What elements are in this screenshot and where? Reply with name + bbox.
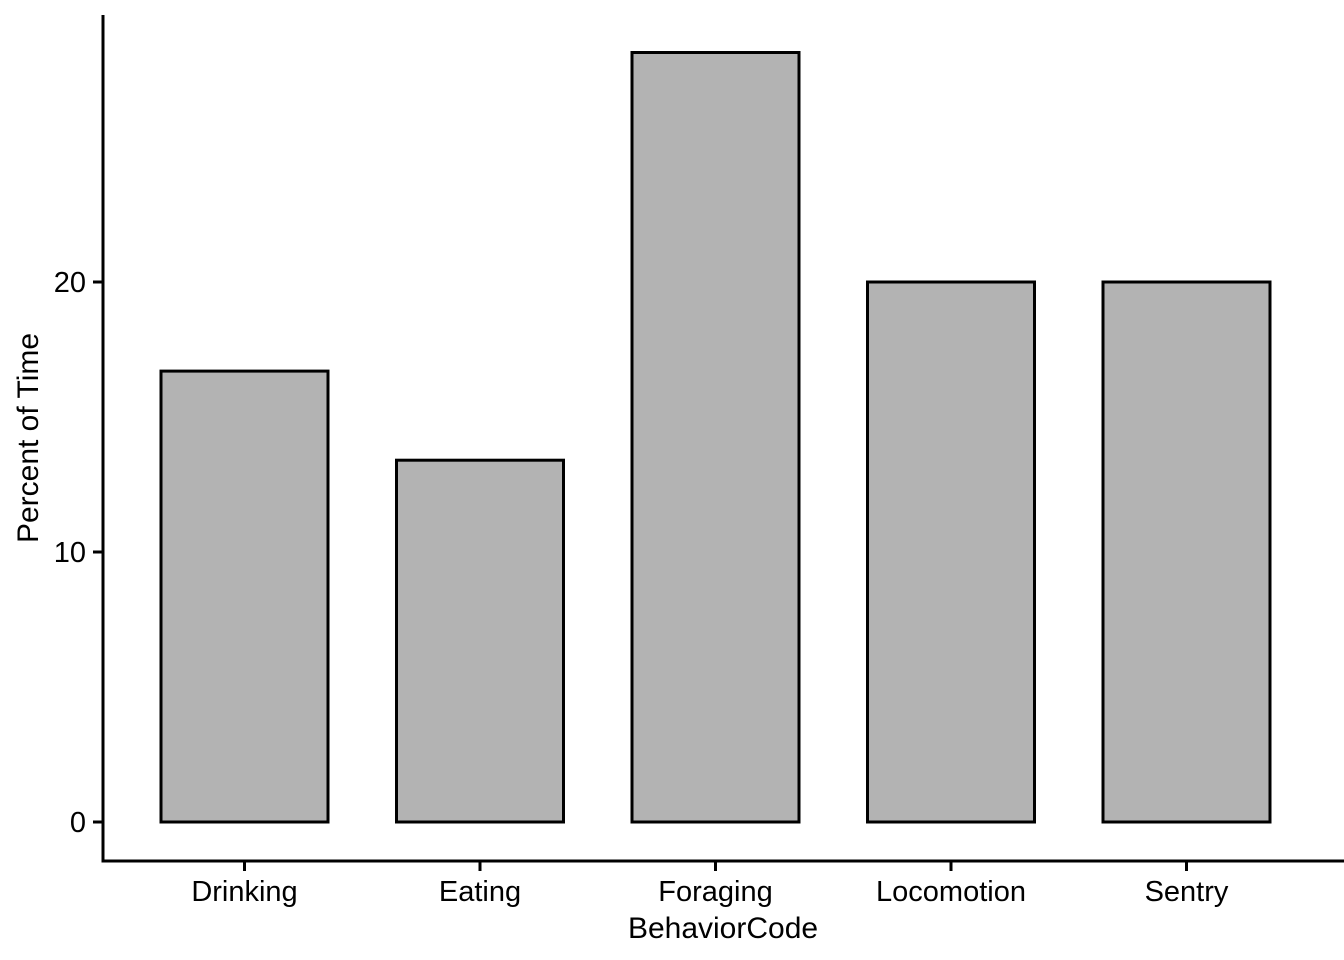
bars-group: [159, 51, 1272, 824]
x-tick-label-sentry: Sentry: [1145, 876, 1229, 908]
x-tick-label-foraging: Foraging: [658, 876, 772, 908]
x-tick-label-eating: Eating: [439, 876, 521, 908]
y-axis-tick-labels: 0 10 20: [54, 267, 86, 839]
bar-sentry: [1101, 280, 1272, 824]
y-tick-label-10: 10: [54, 537, 86, 569]
x-axis-tick-labels: Drinking Eating Foraging Locomotion Sentry: [191, 876, 1229, 908]
x-axis-ticks: [243, 861, 1188, 871]
bar-drinking: [159, 369, 330, 824]
x-tick-label-drinking: Drinking: [191, 876, 297, 908]
x-axis-title: BehaviorCode: [628, 912, 818, 945]
y-tick-label-0: 0: [70, 807, 86, 839]
y-axis-ticks: [93, 280, 103, 824]
bar-locomotion: [866, 280, 1036, 824]
y-axis-title: Percent of Time: [12, 333, 45, 543]
y-tick-label-20: 20: [54, 267, 86, 299]
bar-foraging: [630, 51, 801, 824]
bar-eating: [395, 458, 565, 824]
x-tick-label-locomotion: Locomotion: [876, 876, 1026, 908]
